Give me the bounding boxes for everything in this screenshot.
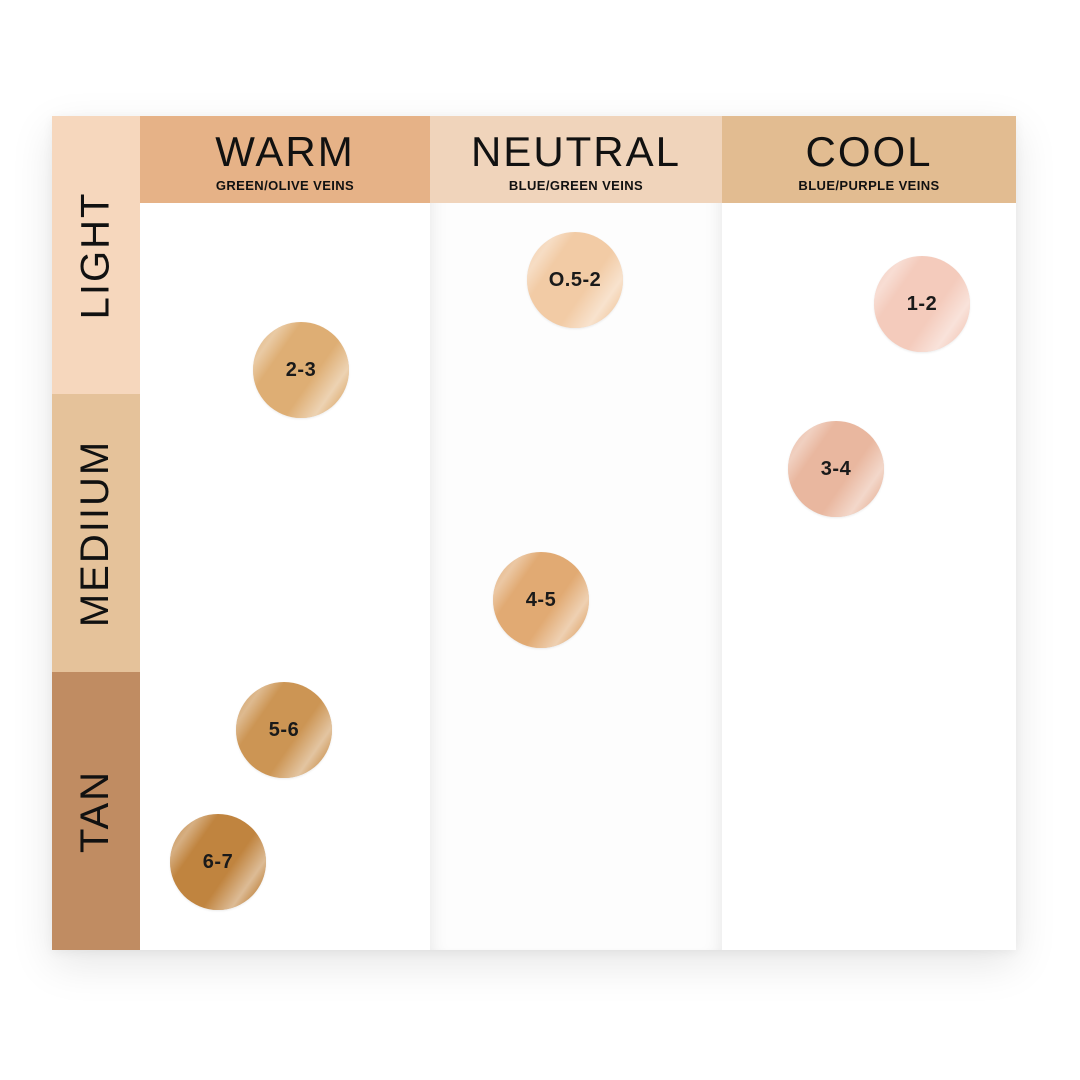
column-header-warm: WARM GREEN/OLIVE VEINS <box>140 116 430 203</box>
shade-swatch-o5-2: O.5-2 <box>527 232 623 328</box>
shade-swatch-5-6: 5-6 <box>236 682 332 778</box>
column-title-neutral: NEUTRAL <box>470 128 682 175</box>
row-label-tan: TAN <box>52 672 140 950</box>
row-label-light-text: LIGHT <box>73 191 118 319</box>
row-label-medium-text: MEDIIUM <box>73 439 118 627</box>
shade-swatch-4-5: 4-5 <box>493 552 589 648</box>
shade-label: 6-7 <box>202 850 234 873</box>
shade-swatch-6-7: 6-7 <box>170 814 266 910</box>
column-subtitle-cool: BLUE/PURPLE VEINS <box>798 178 940 193</box>
shade-label: 5-6 <box>268 718 300 741</box>
column-subtitle-neutral: BLUE/GREEN VEINS <box>508 178 644 193</box>
column-header-neutral: NEUTRAL BLUE/GREEN VEINS <box>430 116 722 203</box>
column-cool: COOL BLUE/PURPLE VEINS 1-2 3-4 <box>722 116 1016 950</box>
shade-label: 1-2 <box>906 292 938 315</box>
column-subtitle-warm: GREEN/OLIVE VEINS <box>215 178 355 193</box>
shade-swatch-2-3: 2-3 <box>253 322 349 418</box>
row-label-medium: MEDIIUM <box>52 394 140 672</box>
shade-label: 3-4 <box>820 457 852 480</box>
row-label-tan-text: TAN <box>73 769 118 853</box>
column-title-cool: COOL <box>805 128 933 175</box>
column-neutral: NEUTRAL BLUE/GREEN VEINS O.5-2 4-5 <box>430 116 722 950</box>
row-label-light: LIGHT <box>52 116 140 394</box>
shade-label: 2-3 <box>285 358 317 381</box>
column-header-cool: COOL BLUE/PURPLE VEINS <box>722 116 1016 203</box>
shade-label: 4-5 <box>525 588 557 611</box>
shade-swatch-3-4: 3-4 <box>788 421 884 517</box>
column-title-warm: WARM <box>215 128 355 175</box>
column-warm: WARM GREEN/OLIVE VEINS 2-3 5-6 6-7 <box>140 116 430 950</box>
shade-swatch-1-2: 1-2 <box>874 256 970 352</box>
shade-label: O.5-2 <box>548 268 602 291</box>
shade-chart: LIGHT MEDIIUM TAN WARM GREEN/OLIVE VEINS… <box>52 116 1016 950</box>
